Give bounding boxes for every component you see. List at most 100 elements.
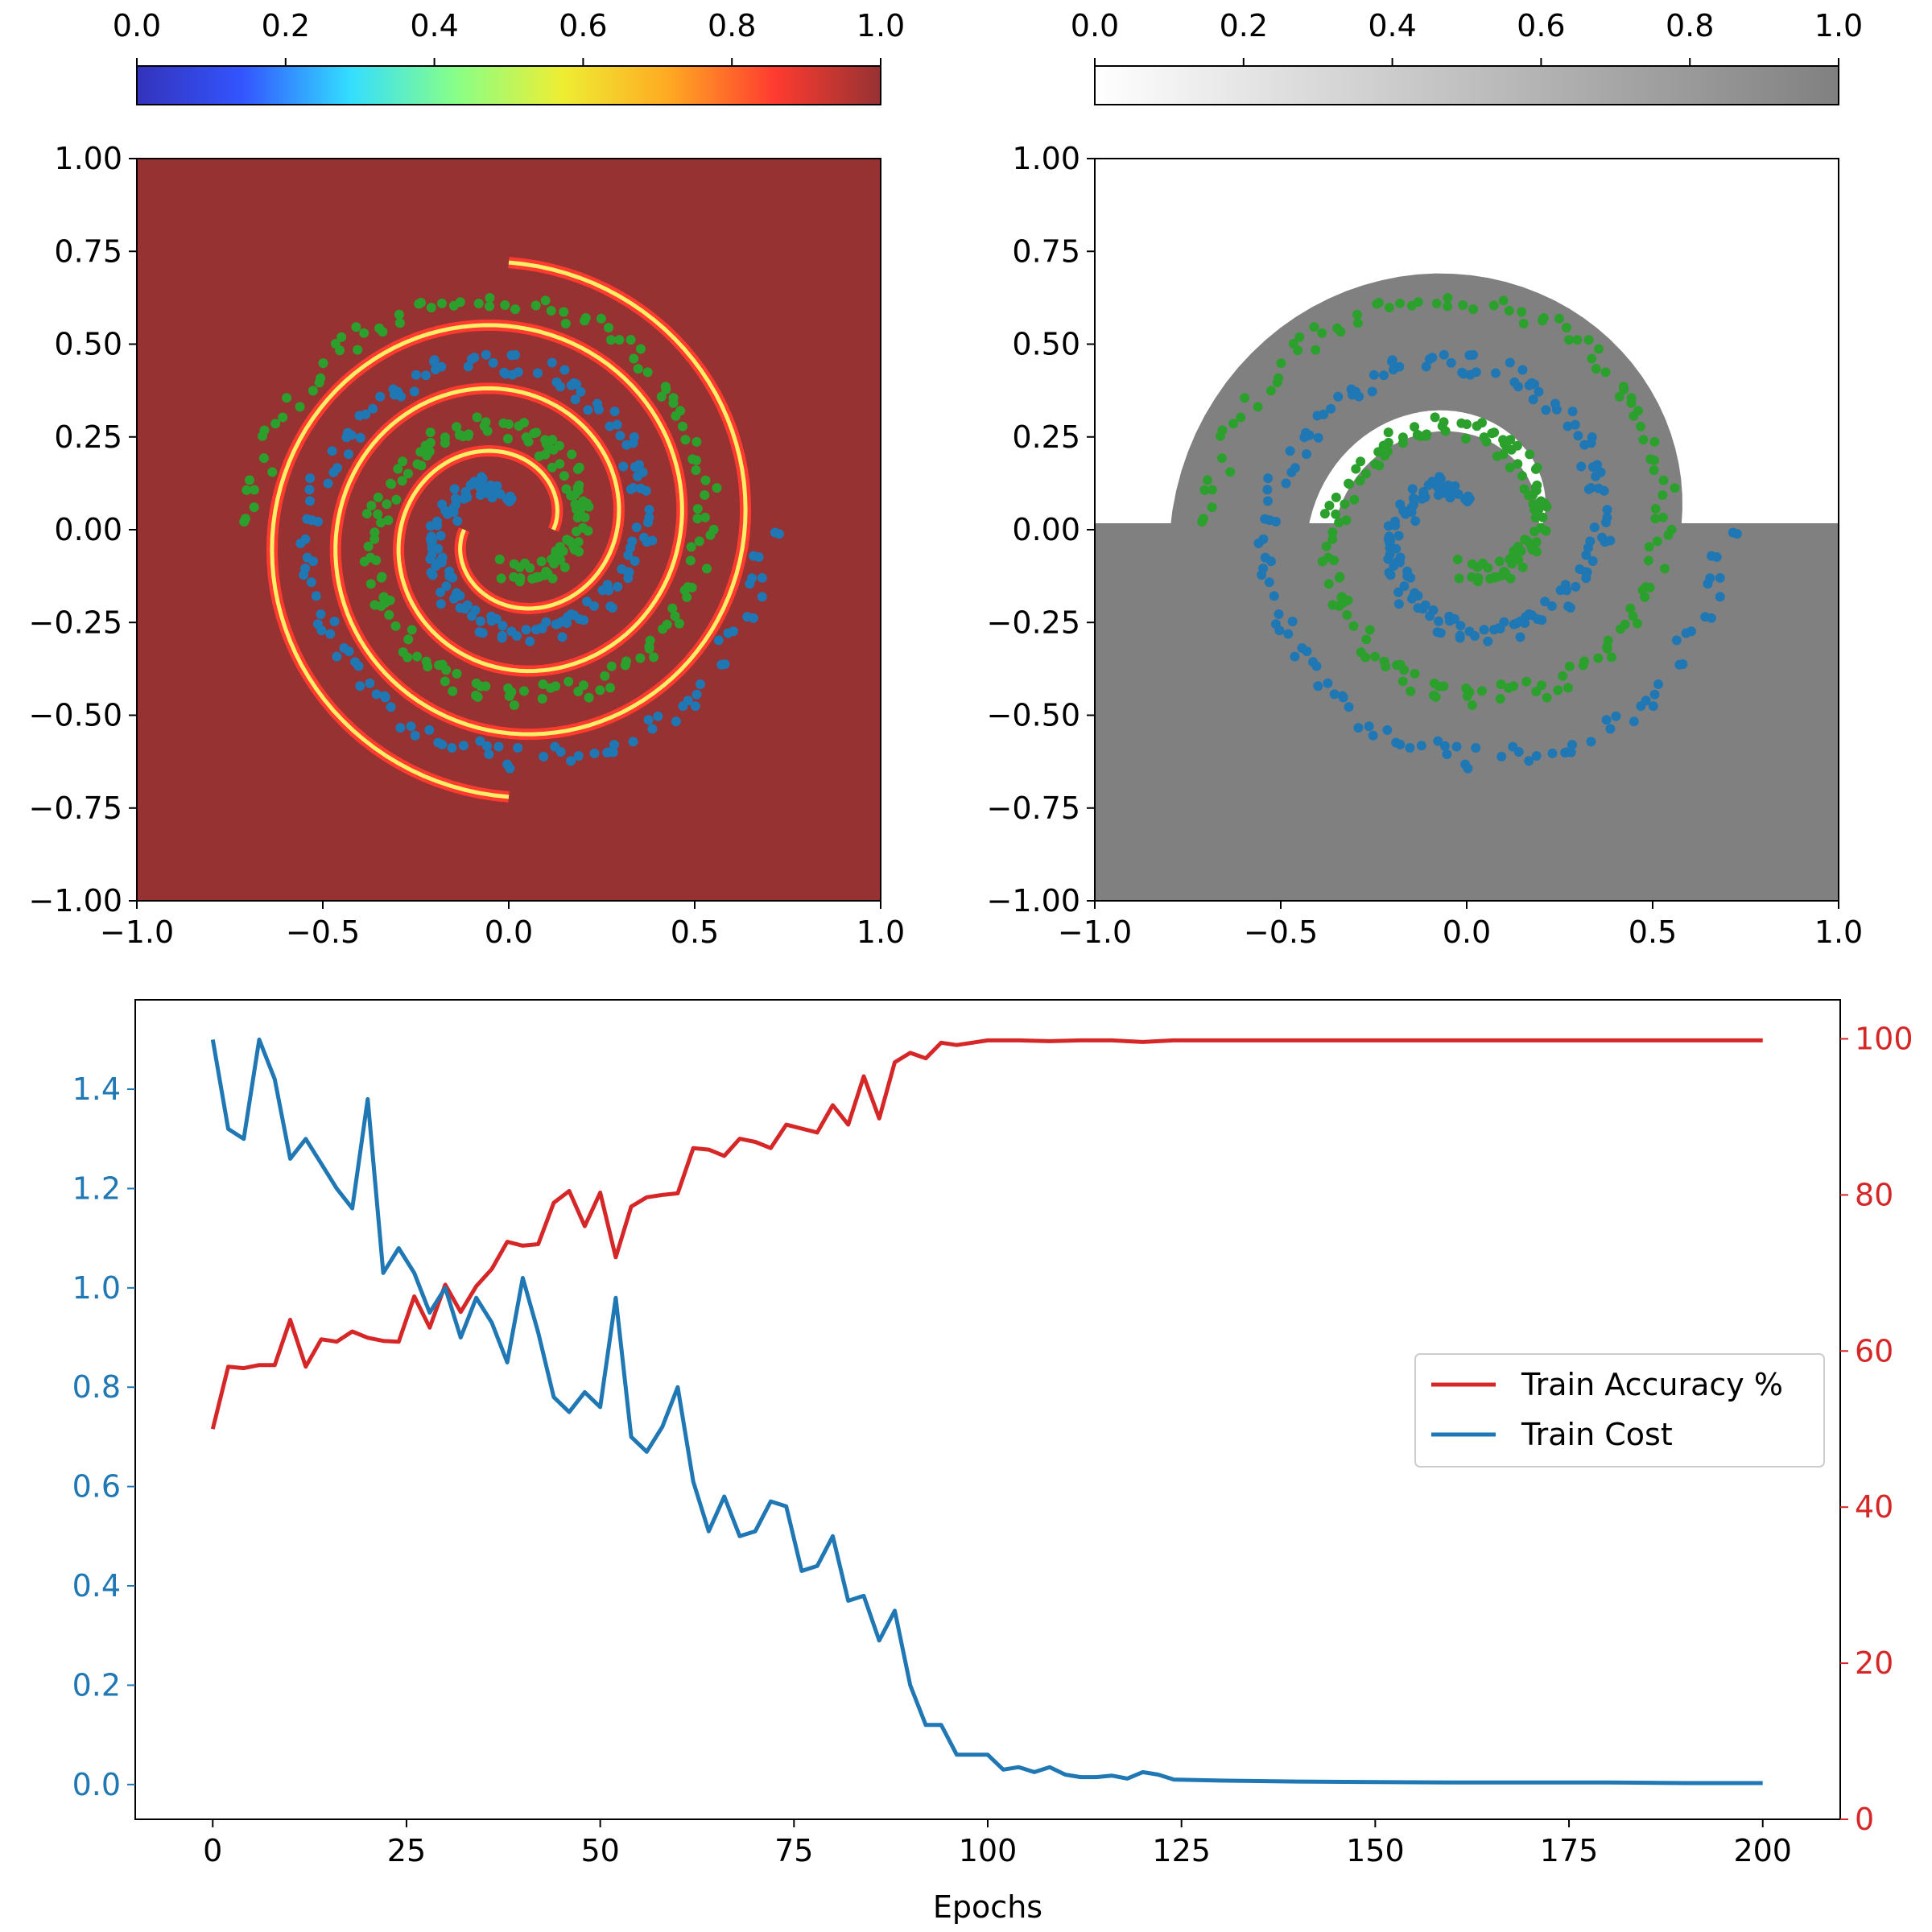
point-class-b: [609, 407, 620, 417]
point-class-b: [1432, 482, 1443, 493]
point-class-b: [1463, 491, 1473, 502]
point-class-a: [1216, 453, 1227, 464]
y-tick-label: 0.00: [54, 512, 122, 547]
point-class-a: [667, 603, 678, 613]
point-class-a: [458, 431, 469, 441]
point-class-b: [1406, 572, 1416, 583]
point-class-a: [614, 335, 625, 345]
point-class-a: [376, 518, 386, 528]
point-class-b: [311, 591, 321, 601]
point-class-a: [1370, 651, 1381, 662]
point-class-b: [1495, 623, 1505, 634]
point-class-a: [1517, 562, 1528, 572]
training-series: [210, 1037, 1763, 1785]
x-tick-label: 1.0: [857, 914, 905, 950]
point-class-a: [1225, 467, 1236, 477]
point-class-a: [1430, 691, 1441, 702]
point-class-b: [467, 354, 477, 365]
point-class-a: [1513, 459, 1523, 469]
point-class-b: [1344, 702, 1354, 712]
point-class-b: [386, 702, 396, 712]
point-class-b: [365, 678, 375, 688]
point-class-b: [573, 751, 584, 761]
point-class-a: [479, 421, 489, 431]
point-class-a: [472, 412, 482, 423]
point-class-b: [570, 394, 580, 405]
point-class-a: [1496, 679, 1506, 689]
point-class-a: [369, 527, 380, 538]
point-class-a: [1645, 454, 1656, 464]
point-class-a: [1537, 680, 1546, 691]
point-class-b: [477, 472, 487, 482]
point-class-a: [685, 555, 696, 566]
point-class-b: [302, 514, 312, 524]
point-class-b: [474, 627, 485, 638]
point-class-b: [441, 581, 452, 592]
point-class-a: [1416, 431, 1426, 441]
point-class-a: [1331, 509, 1341, 519]
point-class-a: [573, 687, 584, 696]
y-tick-label: 0.75: [1012, 233, 1080, 269]
point-class-a: [538, 679, 548, 689]
point-class-a: [1629, 411, 1639, 421]
point-class-a: [540, 295, 551, 306]
point-class-a: [670, 611, 680, 621]
point-class-a: [1532, 462, 1542, 473]
point-class-b: [1451, 741, 1462, 752]
point-class-a: [1553, 685, 1563, 696]
point-class-a: [452, 422, 462, 432]
point-class-a: [270, 419, 281, 429]
point-class-b: [604, 747, 614, 758]
point-class-b: [450, 493, 460, 503]
cost-line: [210, 1037, 1763, 1785]
colorbar-tick-label: 1.0: [857, 8, 905, 43]
point-class-a: [606, 661, 617, 671]
point-class-b: [1348, 390, 1357, 400]
point-class-a: [1620, 619, 1630, 630]
point-class-a: [1406, 300, 1417, 311]
point-class-a: [1473, 573, 1484, 584]
point-class-a: [675, 618, 684, 629]
axes-left: −1.0 −0.5 0.0 0.5 1.0 −1.00 −0.75 −0.50 −0.25 0.0…: [29, 141, 906, 950]
point-class-b: [1425, 354, 1435, 365]
point-class-b: [300, 534, 311, 544]
point-class-b: [1257, 570, 1267, 580]
point-class-b: [1629, 716, 1639, 727]
point-class-b: [1509, 377, 1520, 387]
point-class-b: [576, 386, 586, 397]
point-class-b: [643, 715, 654, 725]
point-class-a: [596, 313, 606, 324]
data-points-left: [239, 293, 784, 774]
point-class-a: [1593, 653, 1604, 663]
point-class-b: [1394, 557, 1405, 568]
point-class-b: [316, 625, 327, 636]
point-class-a: [498, 418, 509, 428]
y-left-tick-label: 0.6: [72, 1469, 121, 1505]
point-class-a: [258, 431, 267, 441]
point-class-b: [579, 615, 589, 625]
y-left-tick-label: 1.2: [72, 1170, 121, 1206]
point-class-a: [363, 541, 374, 551]
x-tick-label: −1.0: [1058, 914, 1132, 950]
point-class-b: [683, 696, 693, 706]
point-class-a: [308, 386, 318, 396]
point-class-b: [449, 484, 460, 494]
point-class-a: [415, 447, 426, 457]
point-class-a: [1452, 554, 1463, 564]
point-class-a: [393, 464, 403, 474]
colorbar-gray-ticks: 0.0 0.2 0.4 0.6 0.8 1.0: [1071, 8, 1863, 66]
point-class-a: [1495, 694, 1505, 704]
point-class-a: [1311, 345, 1321, 355]
point-class-b: [622, 567, 633, 577]
point-class-a: [414, 299, 424, 309]
point-class-a: [1443, 293, 1453, 303]
point-class-a: [572, 483, 583, 493]
point-class-a: [525, 563, 535, 573]
point-class-a: [700, 475, 711, 485]
point-class-a: [1483, 563, 1493, 573]
point-class-b: [1586, 438, 1596, 448]
point-class-a: [397, 476, 407, 486]
point-class-a: [580, 316, 590, 326]
colorbar-tick-label: 0.6: [559, 8, 607, 43]
point-class-a: [1352, 318, 1363, 328]
